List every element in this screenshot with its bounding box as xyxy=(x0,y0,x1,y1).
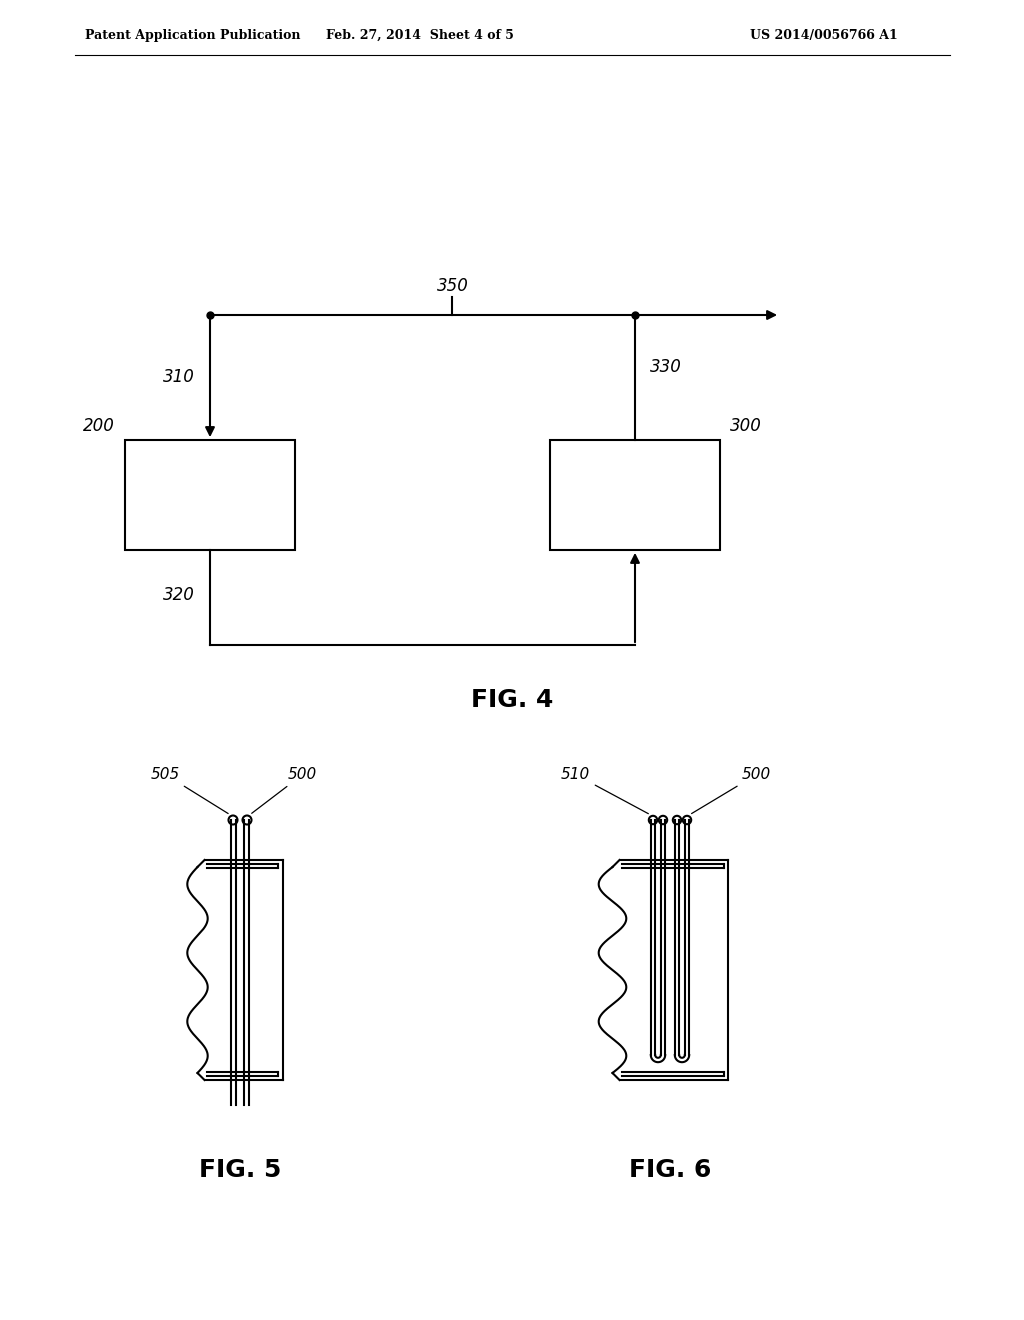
Text: Patent Application Publication: Patent Application Publication xyxy=(85,29,300,41)
Text: 510: 510 xyxy=(561,767,648,813)
Text: 330: 330 xyxy=(650,359,682,376)
Text: FIG. 5: FIG. 5 xyxy=(199,1158,282,1181)
Text: 500: 500 xyxy=(691,767,771,813)
Text: 200: 200 xyxy=(83,417,115,436)
Text: 500: 500 xyxy=(252,767,317,813)
Bar xyxy=(550,440,720,550)
Text: FIG. 4: FIG. 4 xyxy=(471,688,553,711)
Text: 350: 350 xyxy=(436,277,468,294)
Text: FIG. 6: FIG. 6 xyxy=(629,1158,712,1181)
Text: Feb. 27, 2014  Sheet 4 of 5: Feb. 27, 2014 Sheet 4 of 5 xyxy=(326,29,514,41)
Text: US 2014/0056766 A1: US 2014/0056766 A1 xyxy=(750,29,898,41)
Text: 300: 300 xyxy=(730,417,762,436)
Bar xyxy=(125,440,295,550)
Text: 320: 320 xyxy=(163,586,195,605)
Text: 310: 310 xyxy=(163,368,195,387)
Text: 505: 505 xyxy=(151,767,228,813)
